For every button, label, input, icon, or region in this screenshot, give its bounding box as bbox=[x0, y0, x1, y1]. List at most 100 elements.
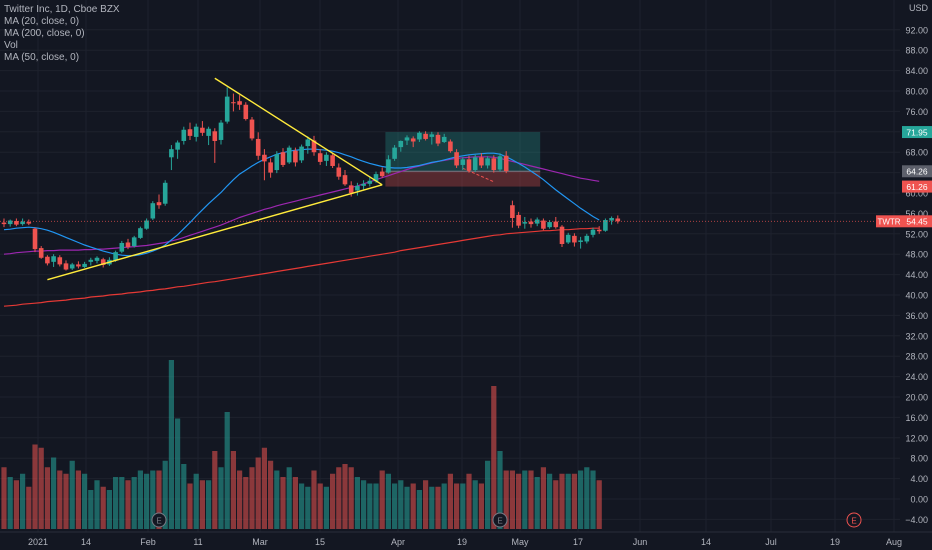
price-label: 61.26 bbox=[906, 182, 928, 192]
candle-body bbox=[342, 175, 348, 185]
candle-body bbox=[113, 252, 118, 261]
trendlines[interactable] bbox=[47, 77, 383, 281]
candle-body bbox=[268, 162, 273, 173]
legend-ma200[interactable]: MA (200, close, 0) bbox=[4, 28, 85, 39]
volume-bar bbox=[168, 360, 174, 529]
legend-ma20[interactable]: MA (20, close, 0) bbox=[4, 16, 80, 27]
candle-body bbox=[1, 222, 7, 225]
candle-body bbox=[448, 141, 453, 152]
candle-body bbox=[485, 158, 490, 166]
volume-bar bbox=[435, 486, 441, 529]
volume-bar bbox=[224, 412, 230, 529]
volume-bar bbox=[305, 486, 311, 529]
ma200-path bbox=[3, 227, 600, 307]
legend-ma50[interactable]: MA (50, close, 0) bbox=[4, 52, 80, 63]
volume-bar bbox=[584, 467, 590, 529]
volume-bar bbox=[292, 477, 298, 529]
volume-bar bbox=[590, 470, 596, 529]
candle-body bbox=[553, 221, 559, 228]
candle-body bbox=[100, 259, 106, 265]
candle-body bbox=[125, 242, 131, 248]
candle-body bbox=[262, 154, 267, 162]
volume-bar bbox=[20, 473, 26, 529]
legend-vol[interactable]: Vol bbox=[4, 40, 18, 51]
legend-symbol[interactable]: Twitter Inc, 1D, Cboe BZX bbox=[4, 4, 120, 15]
volume-bar bbox=[299, 483, 305, 529]
candle-body bbox=[324, 154, 329, 161]
volume-bar bbox=[230, 451, 236, 529]
candle-body bbox=[510, 205, 515, 218]
candle-body bbox=[218, 122, 224, 140]
candle-body bbox=[603, 220, 608, 231]
candle-body bbox=[144, 220, 149, 229]
grid bbox=[0, 0, 900, 532]
price-tick: 12.00 bbox=[905, 433, 928, 443]
price-tick: 52.00 bbox=[905, 229, 928, 239]
volume-bar bbox=[522, 470, 528, 529]
price-tick: 92.00 bbox=[905, 25, 928, 35]
price-label-bg bbox=[902, 126, 932, 139]
volume-bar bbox=[32, 444, 38, 529]
volume-bar bbox=[348, 467, 354, 529]
time-tick: 14 bbox=[81, 537, 91, 547]
volume-bar bbox=[162, 460, 168, 529]
price-tick: 84.00 bbox=[905, 66, 928, 76]
candle-body bbox=[82, 263, 87, 267]
volume-bar bbox=[373, 483, 379, 529]
volume-bar bbox=[156, 470, 162, 529]
volume-bar bbox=[342, 464, 348, 529]
candle-body bbox=[466, 159, 472, 171]
candle-body bbox=[224, 96, 230, 122]
candle-body bbox=[32, 228, 38, 250]
volume-bar bbox=[330, 473, 336, 529]
volume-bar bbox=[44, 467, 50, 529]
volume-bar bbox=[578, 470, 584, 529]
candle-body bbox=[206, 128, 211, 136]
candle-body bbox=[528, 221, 534, 225]
time-axis-bg bbox=[0, 532, 932, 550]
candle-body bbox=[516, 214, 521, 226]
volume-bar bbox=[323, 486, 329, 529]
volume-bar bbox=[144, 473, 150, 529]
candle-body bbox=[255, 138, 261, 156]
candle-body bbox=[156, 202, 162, 206]
candle-body bbox=[559, 226, 565, 244]
candle-body bbox=[26, 222, 32, 224]
volume-bar bbox=[243, 477, 249, 529]
time-tick: May bbox=[511, 537, 529, 547]
price-tick: −4.00 bbox=[905, 515, 928, 525]
candle-body bbox=[584, 235, 590, 242]
price-axis[interactable]: 92.0088.0084.0080.0076.0072.0068.0064.00… bbox=[900, 0, 932, 550]
volume-bar bbox=[547, 473, 553, 529]
candle-body bbox=[45, 256, 50, 264]
volume-bar bbox=[268, 460, 274, 529]
volume-bar bbox=[106, 490, 112, 529]
candle-body bbox=[522, 222, 528, 224]
price-label-bg bbox=[902, 165, 932, 178]
volume-bar bbox=[509, 470, 515, 529]
volume-bar bbox=[51, 457, 57, 529]
candle-body bbox=[429, 134, 435, 137]
volume-bar bbox=[354, 477, 360, 529]
price-tick: 88.00 bbox=[905, 46, 928, 56]
candle-body bbox=[63, 263, 69, 270]
candle-body bbox=[7, 220, 13, 225]
candles bbox=[1, 87, 621, 271]
price-tick: 44.00 bbox=[905, 270, 928, 280]
price-tick: 80.00 bbox=[905, 87, 928, 97]
loss-zone bbox=[385, 171, 541, 187]
candle-body bbox=[150, 203, 156, 219]
volume-bar bbox=[441, 483, 447, 529]
volume-bar bbox=[119, 477, 125, 529]
legend: Twitter Inc, 1D, Cboe BZX MA (20, close,… bbox=[4, 4, 120, 64]
time-tick: Aug bbox=[886, 537, 902, 547]
candle-body bbox=[355, 185, 360, 191]
candle-body bbox=[404, 137, 410, 141]
volume-bar bbox=[38, 447, 44, 529]
candle-body bbox=[119, 242, 125, 252]
candle-body bbox=[491, 158, 497, 171]
candle-body bbox=[274, 154, 280, 171]
time-axis[interactable]: 2021 14 Feb 11 Mar 15 Apr 19 May 17 Jun 14 Jul 19 Aug bbox=[0, 531, 932, 550]
